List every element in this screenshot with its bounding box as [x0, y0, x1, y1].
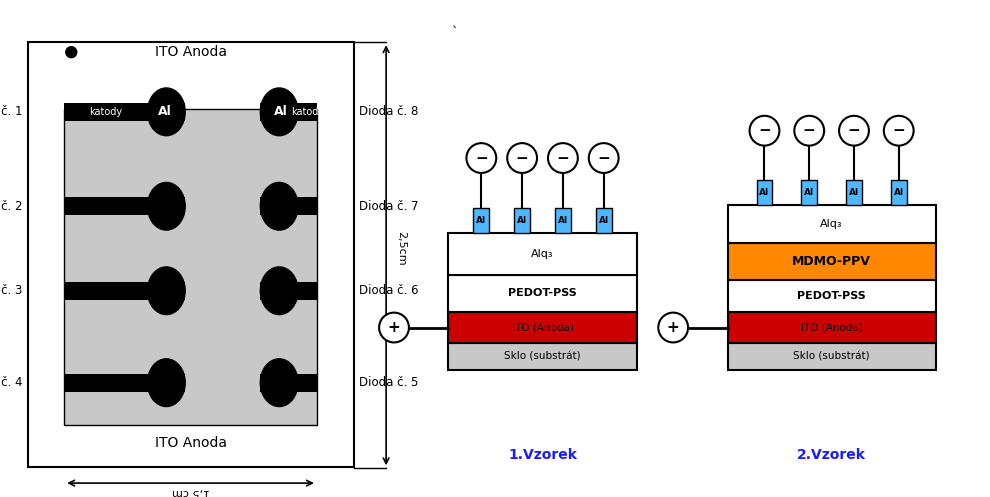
Text: PEDOT-PSS: PEDOT-PSS: [797, 291, 866, 301]
Ellipse shape: [840, 116, 869, 146]
Text: katody: katody: [89, 107, 123, 117]
Text: katody: katody: [291, 107, 324, 117]
Ellipse shape: [507, 143, 537, 173]
Text: Sklo (substrát): Sklo (substrát): [504, 351, 581, 362]
Ellipse shape: [379, 313, 409, 342]
Text: −: −: [892, 123, 905, 138]
FancyBboxPatch shape: [260, 197, 317, 215]
FancyBboxPatch shape: [756, 180, 772, 205]
Text: Alq₃: Alq₃: [821, 219, 842, 229]
Ellipse shape: [148, 88, 185, 136]
Text: Al: Al: [157, 105, 171, 118]
Ellipse shape: [466, 143, 496, 173]
Text: 2.Vzorek: 2.Vzorek: [797, 448, 866, 462]
FancyBboxPatch shape: [64, 109, 317, 425]
Text: ITO (Anoda): ITO (Anoda): [512, 323, 573, 332]
Ellipse shape: [260, 359, 298, 407]
FancyBboxPatch shape: [448, 233, 637, 275]
FancyBboxPatch shape: [846, 180, 862, 205]
Text: PEDOT-PSS: PEDOT-PSS: [508, 288, 577, 299]
Ellipse shape: [260, 88, 298, 136]
Text: 1,5 cm: 1,5 cm: [171, 487, 210, 497]
FancyBboxPatch shape: [260, 374, 317, 392]
Text: +: +: [388, 320, 400, 335]
Text: −: −: [847, 123, 860, 138]
Ellipse shape: [749, 116, 779, 146]
Ellipse shape: [794, 116, 824, 146]
Text: Al: Al: [274, 105, 288, 118]
Text: −: −: [803, 123, 816, 138]
Text: −: −: [556, 151, 569, 166]
Text: Dioda č. 4: Dioda č. 4: [0, 376, 23, 389]
Text: Al: Al: [599, 216, 609, 225]
Ellipse shape: [260, 182, 298, 230]
FancyBboxPatch shape: [28, 42, 354, 467]
Text: Sklo (substrát): Sklo (substrát): [793, 351, 870, 362]
Text: Al: Al: [557, 216, 568, 225]
Text: ITO Anoda: ITO Anoda: [155, 436, 227, 450]
Ellipse shape: [148, 182, 185, 230]
FancyBboxPatch shape: [473, 208, 489, 233]
Text: −: −: [597, 151, 610, 166]
FancyBboxPatch shape: [514, 208, 530, 233]
FancyBboxPatch shape: [801, 180, 817, 205]
FancyBboxPatch shape: [64, 103, 185, 121]
Text: −: −: [516, 151, 529, 166]
Ellipse shape: [148, 359, 185, 407]
Ellipse shape: [658, 313, 688, 342]
FancyBboxPatch shape: [728, 243, 936, 280]
FancyBboxPatch shape: [64, 282, 185, 300]
Text: −: −: [758, 123, 771, 138]
FancyBboxPatch shape: [448, 343, 637, 370]
Text: Al: Al: [804, 188, 815, 197]
Text: Al: Al: [848, 188, 859, 197]
Text: `: `: [452, 26, 458, 39]
FancyBboxPatch shape: [555, 208, 571, 233]
Text: Dioda č. 5: Dioda č. 5: [359, 376, 419, 389]
FancyBboxPatch shape: [891, 180, 907, 205]
FancyBboxPatch shape: [728, 280, 936, 312]
Text: −: −: [475, 151, 488, 166]
Text: Dioda č. 2: Dioda č. 2: [0, 200, 23, 213]
Text: MDMO-PPV: MDMO-PPV: [792, 254, 871, 268]
FancyBboxPatch shape: [596, 208, 612, 233]
FancyBboxPatch shape: [64, 374, 185, 392]
FancyBboxPatch shape: [448, 312, 637, 343]
FancyBboxPatch shape: [728, 343, 936, 370]
FancyBboxPatch shape: [64, 197, 185, 215]
FancyBboxPatch shape: [260, 282, 317, 300]
FancyBboxPatch shape: [260, 103, 317, 121]
Text: Al: Al: [476, 216, 486, 225]
FancyBboxPatch shape: [448, 275, 637, 312]
Text: Al: Al: [894, 188, 904, 197]
Text: 2,5cm: 2,5cm: [396, 231, 406, 266]
Ellipse shape: [260, 267, 298, 315]
FancyBboxPatch shape: [728, 312, 936, 343]
Text: Dioda č. 3: Dioda č. 3: [0, 284, 23, 297]
Text: ITO Anoda: ITO Anoda: [155, 45, 227, 59]
Text: Dioda č. 6: Dioda č. 6: [359, 284, 419, 297]
Ellipse shape: [884, 116, 914, 146]
Ellipse shape: [548, 143, 578, 173]
Text: Alq₃: Alq₃: [532, 248, 553, 259]
Text: Dioda č. 8: Dioda č. 8: [359, 105, 419, 118]
Ellipse shape: [589, 143, 619, 173]
Text: Dioda č. 1: Dioda č. 1: [0, 105, 23, 118]
Ellipse shape: [148, 267, 185, 315]
Text: ITO (Anoda): ITO (Anoda): [801, 323, 862, 332]
Text: Al: Al: [759, 188, 769, 197]
FancyBboxPatch shape: [728, 205, 936, 243]
Ellipse shape: [65, 47, 77, 58]
Text: +: +: [667, 320, 679, 335]
Text: Al: Al: [517, 216, 528, 225]
Text: Dioda č. 7: Dioda č. 7: [359, 200, 419, 213]
Text: 1.Vzorek: 1.Vzorek: [508, 448, 577, 462]
